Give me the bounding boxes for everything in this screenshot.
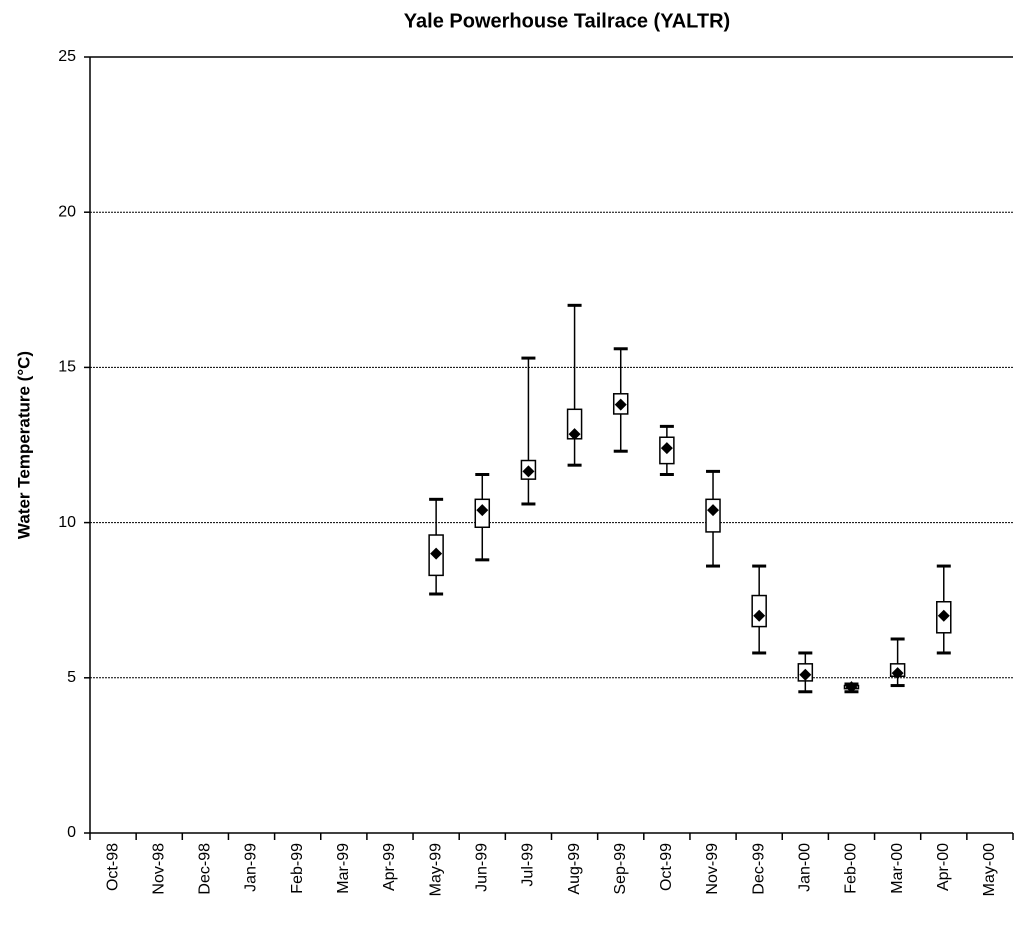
y-tick-label: 20 (58, 203, 76, 220)
y-tick-label: 0 (67, 824, 76, 841)
x-tick-label: Jan-99 (243, 843, 260, 892)
x-tick-label: May-99 (427, 843, 444, 896)
mean-marker (753, 609, 766, 622)
y-tick-label: 15 (58, 359, 76, 376)
mean-marker (707, 504, 720, 517)
y-tick-label: 10 (58, 514, 76, 531)
y-tick-label: 25 (58, 48, 76, 65)
mean-marker (937, 609, 950, 622)
x-tick-label: Jan-00 (797, 843, 814, 892)
x-tick-label: Mar-99 (335, 843, 352, 894)
x-tick-label: Nov-99 (704, 843, 721, 895)
x-tick-label: Sep-99 (612, 843, 629, 895)
mean-marker (568, 428, 581, 441)
x-tick-label: Jul-99 (520, 843, 537, 887)
x-tick-label: Dec-99 (750, 843, 767, 895)
mean-marker (476, 504, 489, 517)
x-tick-label: Oct-99 (658, 843, 675, 891)
x-tick-label: Feb-00 (843, 843, 860, 894)
x-tick-label: Mar-00 (889, 843, 906, 894)
mean-marker (614, 398, 627, 411)
x-tick-label: Apr-99 (381, 843, 398, 891)
x-tick-label: Jun-99 (473, 843, 490, 892)
mean-marker (799, 668, 812, 681)
mean-marker (660, 442, 673, 455)
x-tick-label: Oct-98 (104, 843, 121, 891)
chart-title: Yale Powerhouse Tailrace (YALTR) (404, 10, 730, 32)
y-tick-label: 5 (67, 669, 76, 686)
x-tick-label: Feb-99 (289, 843, 306, 894)
mean-marker (430, 547, 443, 560)
mean-marker (522, 465, 535, 478)
x-tick-label: May-00 (981, 843, 998, 896)
x-tick-label: Nov-98 (150, 843, 167, 895)
x-tick-label: Apr-00 (935, 843, 952, 891)
x-tick-label: Aug-99 (566, 843, 583, 895)
y-axis-label: Water Temperature (°C) (14, 351, 33, 539)
mean-marker (891, 667, 904, 680)
x-tick-label: Dec-98 (197, 843, 214, 895)
mean-marker (845, 681, 858, 694)
